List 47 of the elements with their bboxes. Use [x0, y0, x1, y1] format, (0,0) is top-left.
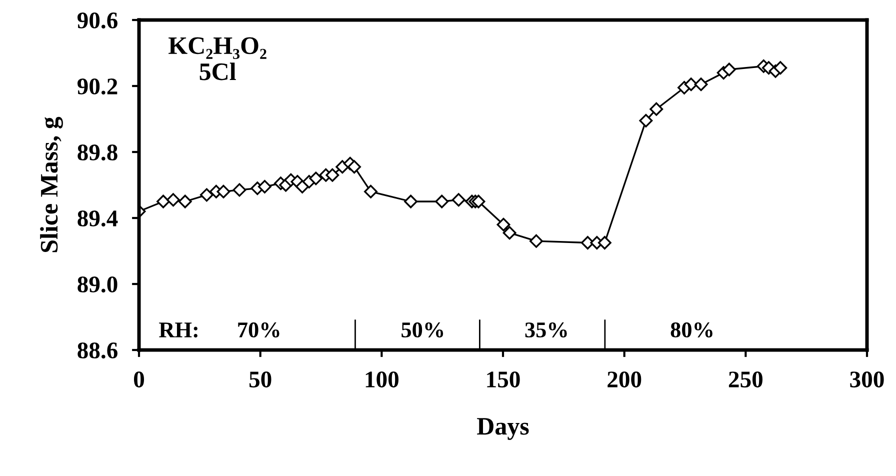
x-tick-label: 300: [850, 372, 884, 388]
y-tick-label: 89.8: [78, 144, 118, 161]
x-tick-label: 0: [134, 372, 144, 388]
annotation: 35%: [525, 322, 567, 338]
point: [694, 78, 708, 92]
point: [326, 168, 340, 182]
point: [472, 194, 486, 208]
x-tick-label: 200: [608, 372, 642, 388]
point: [178, 194, 192, 208]
y-tick-label: 90.6: [77, 12, 118, 29]
point: [200, 188, 214, 202]
point: [348, 160, 361, 174]
y-tick-label: 88.6: [78, 342, 118, 359]
point: [496, 218, 510, 232]
point: [452, 193, 466, 207]
point: [156, 194, 170, 208]
point: [722, 62, 736, 76]
point: [364, 184, 378, 198]
x-tick-label: 50: [249, 372, 272, 388]
x-tick-label: 150: [487, 372, 520, 388]
point: [216, 184, 230, 198]
text: KC₂H₃O₂ 5Cl: [168, 37, 266, 80]
x-tick-label: 250: [728, 372, 762, 388]
point: [598, 236, 612, 250]
point: [404, 194, 418, 208]
annotation: RH:: [159, 322, 198, 338]
point: [435, 194, 449, 208]
annotation: 50%: [402, 322, 444, 338]
point: [166, 193, 180, 207]
annotation: 70%: [238, 322, 280, 338]
x-tick-label: 100: [366, 372, 398, 388]
point: [774, 61, 788, 75]
point: [580, 236, 594, 250]
point: [530, 234, 543, 248]
point: [232, 183, 246, 197]
y-tick-label: 90.2: [77, 78, 118, 95]
point: [258, 180, 272, 194]
point: [639, 114, 653, 128]
annotation: 80%: [670, 322, 712, 338]
y-tick-label: 89.0: [78, 276, 118, 293]
y-axis-title: Slice Mass, g: [40, 116, 63, 252]
x-axis-title: Days: [477, 418, 529, 440]
point: [650, 102, 664, 116]
y-tick-label: 89.4: [78, 210, 118, 227]
point: [309, 172, 323, 186]
point: [684, 78, 698, 92]
point: [502, 226, 516, 240]
